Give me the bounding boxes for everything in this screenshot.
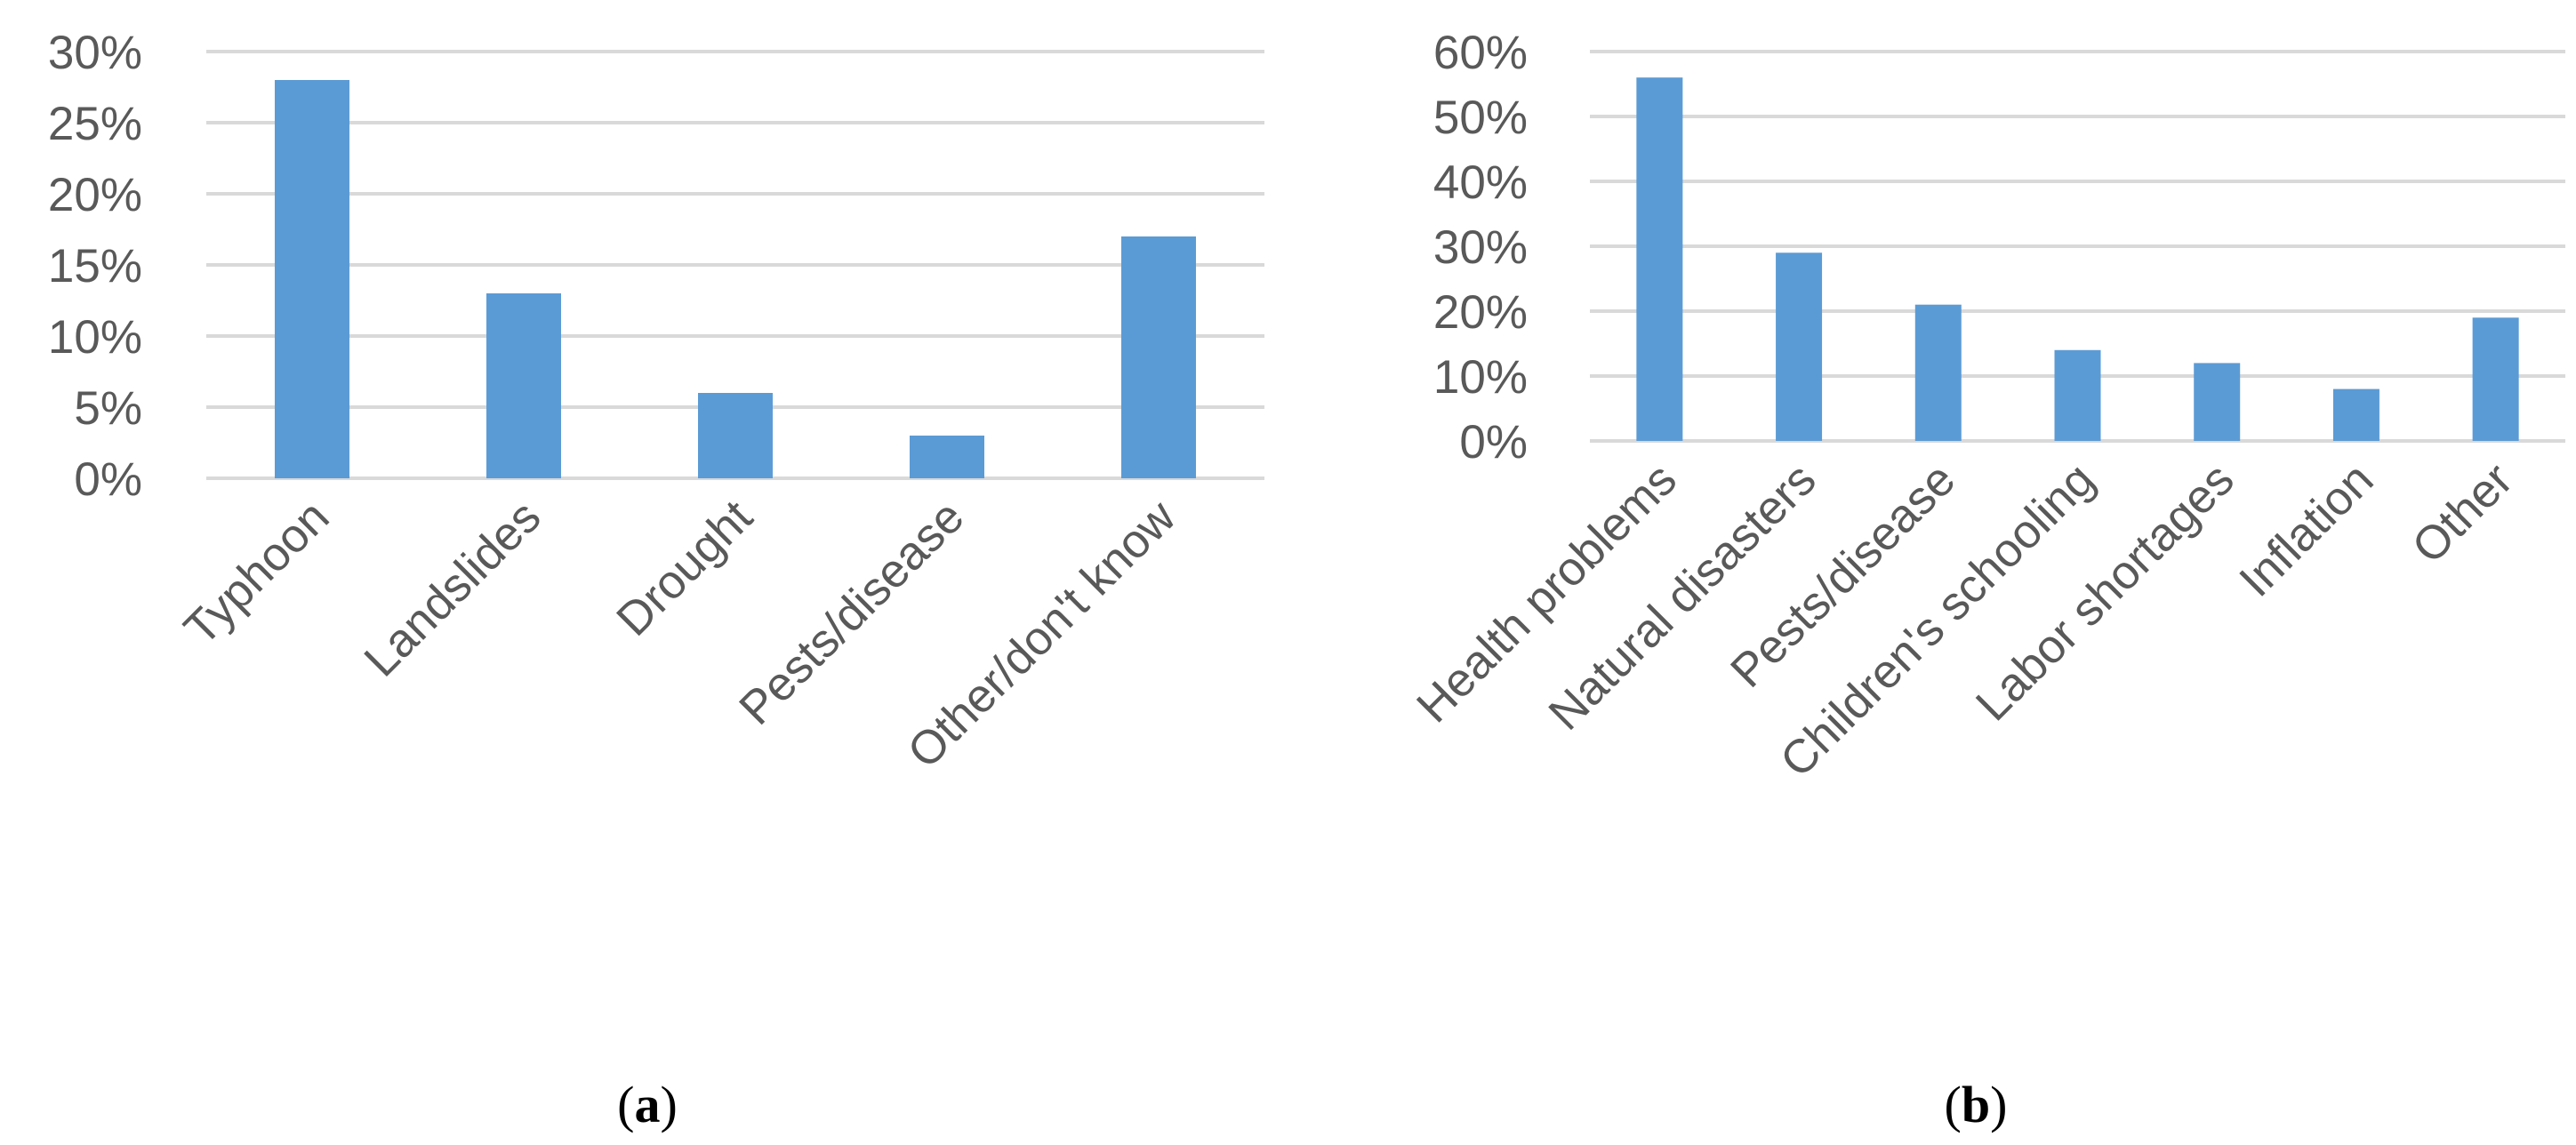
x-category-label: Pests/disease	[729, 491, 974, 735]
y-tick-label: 50%	[1433, 92, 1528, 144]
panel-caption-a: (a)	[617, 1076, 678, 1133]
caption-a-close: )	[661, 1076, 678, 1133]
x-category-label: Typhoon	[174, 491, 340, 656]
y-tick-label: 15%	[48, 240, 142, 292]
x-category-label: Landslides	[355, 491, 551, 687]
x-category-label: Other	[2403, 453, 2523, 573]
y-tick-label: 20%	[48, 169, 142, 221]
panel-caption-b: (b)	[1945, 1076, 2008, 1133]
chart-panel-b: 0% 10% 20% 30% 40% 50% 60% Health problemsNatur…	[1407, 27, 2565, 788]
y-tick-label: 30%	[1433, 221, 1528, 274]
bar	[2194, 363, 2241, 441]
y-tick-label: 25%	[48, 98, 142, 150]
caption-b-letter: b	[1962, 1076, 1990, 1133]
bar	[1636, 77, 1683, 441]
y-tick-label: 10%	[48, 311, 142, 364]
bar	[698, 393, 773, 478]
bar	[2472, 317, 2519, 441]
x-category-label: Drought	[606, 491, 762, 646]
bar	[910, 436, 984, 478]
caption-a-letter: a	[635, 1076, 661, 1133]
y-tick-label: 10%	[1433, 351, 1528, 404]
y-tick-label: 40%	[1433, 156, 1528, 209]
caption-a-open: (	[617, 1076, 634, 1133]
chart-panel-a: 0% 5% 10% 15% 20% 25% 30% Typhoon Landslides Drou…	[48, 27, 1264, 779]
y-tick-label: 0%	[1459, 416, 1528, 468]
bar	[1776, 252, 1823, 441]
bar	[2054, 349, 2101, 441]
y-tick-label: 30%	[48, 27, 142, 79]
bar	[2332, 388, 2379, 441]
x-category-label: Labor shortages	[1966, 453, 2244, 732]
caption-b-open: (	[1945, 1076, 1962, 1133]
bar	[1121, 236, 1196, 478]
y-tick-label: 0%	[74, 453, 142, 506]
x-category-label: Natural disasters	[1539, 453, 1826, 741]
bar	[486, 293, 561, 478]
x-category-label: Inflation	[2229, 453, 2383, 607]
bar	[1914, 304, 1962, 441]
x-category-label: Health problems	[1407, 453, 1687, 733]
y-tick-label: 60%	[1433, 27, 1528, 79]
caption-b-close: )	[1990, 1076, 2007, 1133]
y-tick-label: 5%	[74, 382, 142, 435]
y-tick-label: 20%	[1433, 286, 1528, 339]
bar	[275, 80, 349, 478]
